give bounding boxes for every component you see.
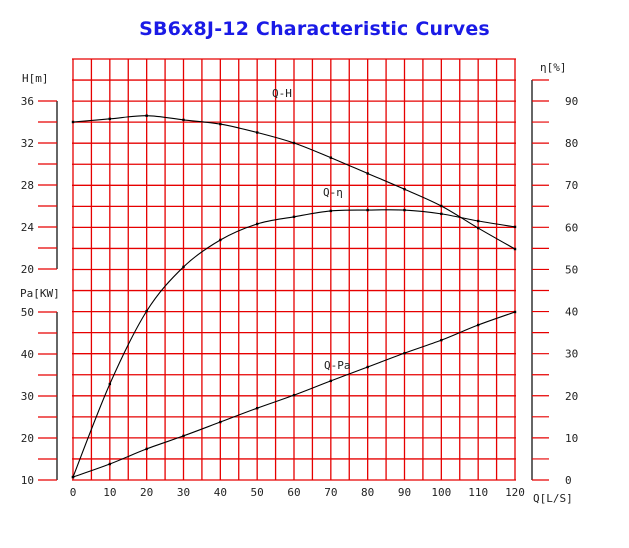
head-tick-label: 20 — [21, 263, 34, 276]
x-axis-title: Q[L/S] — [533, 492, 573, 505]
efficiency-tick-label: 40 — [565, 306, 578, 319]
x-tick-label: 30 — [177, 486, 190, 499]
power-tick-label: 30 — [21, 390, 34, 403]
data-point — [366, 365, 369, 369]
x-tick-label: 10 — [103, 486, 116, 499]
grid — [72, 58, 516, 481]
efficiency-tick-label: 30 — [565, 348, 578, 361]
data-point — [292, 393, 296, 397]
data-point — [366, 172, 369, 175]
x-tick-label: 120 — [505, 486, 525, 499]
data-point — [108, 117, 112, 121]
efficiency-tick-label: 10 — [565, 432, 578, 445]
left-axes: 36 32 28 24 20 50 40 30 20 10 — [21, 95, 58, 487]
head-tick-label: 28 — [21, 179, 34, 192]
data-point — [292, 215, 296, 219]
efficiency-tick-label: 80 — [565, 137, 578, 150]
data-point — [476, 226, 480, 230]
data-point — [145, 309, 148, 313]
data-point — [513, 247, 517, 251]
power-tick-label: 40 — [21, 348, 34, 361]
x-tick-label: 110 — [468, 486, 488, 499]
axis-titles: H[m] Pa[KW] η[%] Q[L/S] Q-H Q-η Q-Pa — [20, 61, 573, 505]
data-point — [145, 114, 148, 117]
chart-title: SB6x8J-12 Characteristic Curves — [139, 18, 490, 40]
efficiency-tick-label: 60 — [565, 221, 578, 234]
data-point — [108, 462, 112, 466]
x-tick-label: 70 — [324, 486, 337, 499]
power-tick-label: 50 — [21, 306, 34, 319]
x-tick-label: 50 — [251, 486, 264, 499]
data-point — [329, 379, 333, 383]
efficiency-tick-label: 50 — [565, 263, 578, 276]
data-point — [513, 310, 517, 314]
data-point — [182, 118, 185, 122]
data-point — [513, 225, 517, 229]
data-point — [219, 122, 222, 126]
data-point — [440, 338, 443, 342]
data-point — [182, 434, 185, 438]
head-tick-label: 36 — [21, 95, 34, 108]
data-point — [71, 475, 75, 479]
data-point — [403, 351, 406, 355]
data-point — [476, 219, 480, 223]
qh-curve-label: Q-H — [272, 87, 292, 100]
data-point — [255, 131, 259, 134]
data-point — [366, 208, 369, 212]
data-point — [403, 188, 406, 191]
x-tick-label: 40 — [214, 486, 227, 499]
data-point — [255, 406, 259, 410]
data-point — [329, 156, 333, 159]
data-point — [403, 208, 406, 212]
efficiency-tick-label: 0 — [565, 474, 572, 487]
qeta-curve-label: Q-η — [323, 186, 343, 199]
data-point — [219, 420, 222, 424]
data-point — [255, 222, 259, 226]
curves — [71, 114, 517, 479]
x-tick-label: 100 — [431, 486, 451, 499]
efficiency-tick-label: 20 — [565, 390, 578, 403]
data-point — [71, 120, 75, 124]
power-tick-label: 20 — [21, 432, 34, 445]
data-point — [329, 209, 333, 213]
head-tick-label: 24 — [21, 221, 35, 234]
x-tick-label: 90 — [398, 486, 411, 499]
x-tick-label: 20 — [140, 486, 153, 499]
power-tick-label: 10 — [21, 474, 34, 487]
data-point — [108, 382, 112, 386]
data-point — [476, 323, 480, 327]
efficiency-tick-label: 70 — [565, 179, 578, 192]
efficiency-tick-label: 90 — [565, 95, 578, 108]
power-axis-title: Pa[KW] — [20, 287, 60, 300]
x-tick-label: 0 — [70, 486, 77, 499]
efficiency-axis: 90 80 70 60 50 40 30 20 10 0 — [531, 79, 578, 487]
efficiency-axis-title: η[%] — [540, 61, 567, 74]
x-tick-label: 80 — [361, 486, 374, 499]
head-axis-title: H[m] — [22, 72, 49, 85]
x-axis: 0 10 20 30 40 50 60 70 80 90 100 110 120 — [70, 486, 525, 499]
data-point — [145, 447, 148, 451]
x-tick-label: 60 — [287, 486, 300, 499]
qpa-curve-label: Q-Pa — [324, 359, 351, 372]
data-point — [440, 212, 443, 216]
data-point — [182, 265, 185, 269]
data-point — [440, 204, 443, 208]
data-point — [219, 238, 222, 242]
data-point — [292, 141, 296, 145]
head-tick-label: 32 — [21, 137, 34, 150]
